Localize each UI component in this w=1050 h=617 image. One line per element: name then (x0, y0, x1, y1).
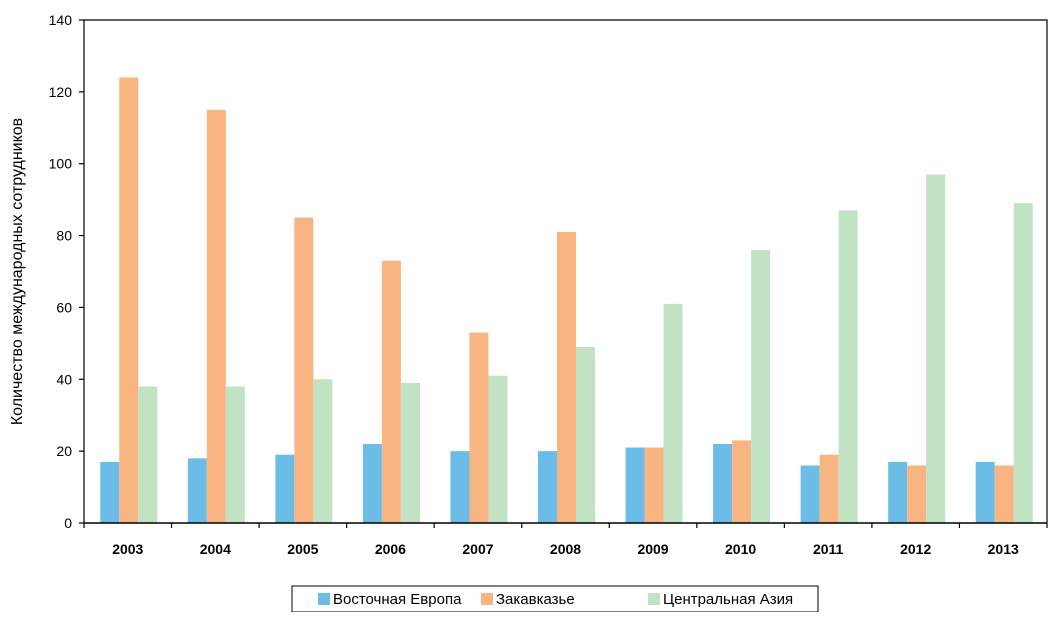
x-category-label: 2008 (550, 541, 581, 557)
bar (100, 461, 120, 523)
bar (206, 109, 226, 524)
bar (488, 375, 508, 523)
x-category-label: 2003 (112, 541, 143, 557)
bar (225, 386, 245, 523)
bar (400, 382, 420, 523)
bar (994, 465, 1014, 523)
y-axis-title: Количество международных сотрудников (9, 118, 26, 425)
bar (362, 443, 382, 523)
bar (119, 77, 139, 523)
x-category-label: 2004 (200, 541, 231, 557)
x-category-label: 2011 (813, 541, 844, 557)
bar (450, 451, 470, 523)
bar (187, 458, 207, 523)
legend-box (291, 585, 819, 613)
bar (313, 379, 333, 523)
y-tick-label: 80 (56, 228, 72, 244)
x-category-label: 2005 (287, 541, 318, 557)
y-tick-label: 20 (56, 443, 72, 459)
x-category-label: 2006 (375, 541, 406, 557)
axes: 0 20 40 60 80 100 120 140 2003 2004 2005 2006 2007 20… (49, 12, 1048, 557)
x-category-label: 2009 (637, 541, 668, 557)
y-tick-label: 100 (49, 156, 73, 172)
plot-frame (83, 19, 1048, 523)
y-tick-label: 140 (49, 12, 73, 28)
bar (557, 231, 576, 523)
y-tick-label: 40 (56, 371, 72, 387)
legend-label: Центральная Азия (663, 591, 793, 608)
legend-swatch (648, 593, 660, 605)
x-category-label: 2013 (988, 541, 1019, 557)
legend-swatch (481, 593, 493, 605)
y-tick-label: 120 (49, 84, 73, 100)
y-tick-label: 60 (56, 299, 72, 315)
bar (888, 461, 908, 523)
bar (751, 249, 771, 523)
bar (644, 447, 664, 523)
bar (1013, 203, 1033, 523)
legend: Восточная Европа Закавказье Центральная Аз… (291, 585, 819, 613)
bar (926, 174, 946, 523)
x-category-label: 2007 (462, 541, 493, 557)
bar (975, 461, 995, 523)
bar (381, 260, 401, 523)
bar (138, 386, 158, 523)
bar (469, 332, 489, 523)
bar (732, 440, 752, 523)
x-category-label: 2010 (725, 541, 756, 557)
bar (800, 465, 820, 523)
bar (576, 346, 595, 523)
bar (838, 210, 858, 523)
y-tick-label: 0 (64, 515, 72, 531)
bar (907, 465, 927, 523)
plot-area (100, 77, 1033, 524)
bar (819, 454, 839, 523)
legend-swatch (318, 593, 330, 605)
bar (538, 451, 557, 523)
bar (275, 454, 295, 523)
bar (294, 217, 314, 523)
legend-label: Закавказье (496, 591, 575, 608)
bar (663, 303, 683, 523)
bar (713, 443, 733, 523)
x-category-label: 2012 (900, 541, 931, 557)
bar (625, 447, 645, 523)
legend-label: Восточная Европа (333, 591, 462, 608)
